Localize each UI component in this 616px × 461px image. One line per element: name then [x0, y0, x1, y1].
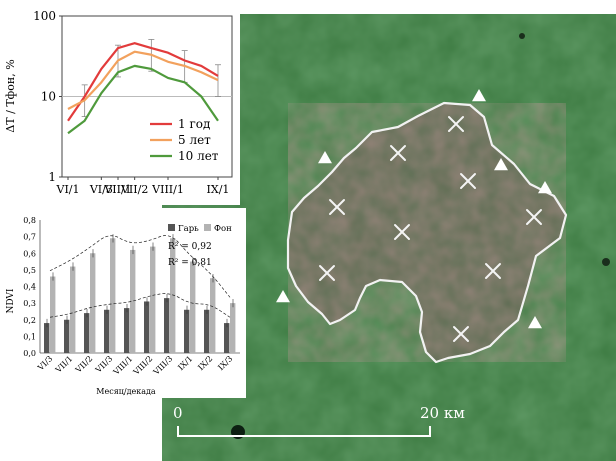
chart2-bar-burn	[164, 298, 170, 353]
chart2-bar-background	[230, 303, 236, 353]
chart1-y-axis-label: ΔT / Тфон, %	[4, 59, 17, 132]
chart2-annotation-r2-1: R² = 0,92	[168, 242, 212, 252]
chart2-y-axis-label: NDVI	[6, 288, 16, 313]
background-triangle-icon	[472, 89, 486, 102]
chart2-bar-burn	[44, 323, 50, 353]
sample-cross-icon	[394, 224, 410, 240]
chart2-y-tick-label: 0,6	[23, 249, 36, 258]
chart2-y-tick-label: 0,0	[23, 349, 36, 358]
sample-cross-icon	[485, 263, 501, 279]
chart1-legend-label: 1 год	[178, 117, 210, 131]
chart2-bar-burn	[224, 323, 230, 353]
background-triangle-icon	[276, 290, 290, 303]
chart1-x-tick-label: VIII/1	[151, 183, 184, 196]
background-triangle-icon	[494, 158, 508, 171]
chart2-bar-background	[50, 276, 56, 353]
background-triangle-icon	[528, 316, 542, 329]
chart2-trend-line-2	[49, 235, 231, 298]
chart1-x-tick-label: VII/1	[103, 183, 131, 196]
chart2-y-tick-label: 0,7	[23, 233, 36, 242]
chart2-bar-burn	[204, 309, 210, 353]
chart2-legend-swatch	[204, 224, 211, 231]
chart2-bar-background	[190, 261, 196, 353]
chart2-y-tick-label: 0,4	[23, 283, 36, 292]
sample-cross-icon	[448, 116, 464, 132]
chart2-bar-background	[130, 249, 136, 353]
chart1-series-line-2	[67, 50, 219, 110]
chart2-y-tick-label: 0,8	[23, 216, 36, 225]
scale-bar	[177, 426, 431, 437]
background-triangle-icon	[318, 151, 332, 164]
chart1-x-tick-label: VII/2	[120, 183, 148, 196]
chart1-x-tick-label: VI/1	[56, 183, 80, 196]
chart2-bar-burn	[64, 319, 70, 353]
chart1-background	[0, 0, 240, 205]
chart2-bar-background	[70, 266, 76, 353]
chart1-series-line-1	[67, 42, 219, 122]
chart2-bar-background	[90, 253, 96, 353]
sample-cross-icon	[329, 199, 345, 215]
chart1-x-tick-label: VI/3	[89, 183, 113, 196]
chart1-y-tick-label: 1	[48, 170, 56, 184]
chart2-bar-background	[110, 238, 116, 353]
chart2-y-tick-label: 0,1	[23, 332, 36, 341]
scale-end-label: 20 км	[420, 404, 465, 422]
chart1-x-tick-label: IX/1	[207, 183, 230, 196]
sample-cross-icon	[319, 265, 335, 281]
chart2-legend-swatch	[168, 224, 175, 231]
chart1-legend-label: 10 лет	[178, 149, 219, 163]
chart2-bar-background	[170, 238, 176, 353]
chart2-y-tick-label: 0,5	[23, 266, 36, 275]
chart2-bar-background	[150, 246, 156, 353]
chart2-legend-label: Гарь	[178, 224, 199, 234]
chart2-bar-background	[210, 278, 216, 353]
chart2-background	[0, 208, 246, 398]
chart1-series-line-3	[67, 64, 219, 135]
scale-start-label: 0	[173, 404, 183, 422]
chart1-y-tick-label: 10	[41, 90, 56, 104]
chart2-bar-burn	[144, 301, 150, 353]
burn-boundary	[286, 101, 568, 364]
chart2-y-tick-label: 0,3	[23, 299, 36, 308]
sample-cross-icon	[460, 173, 476, 189]
chart2-trend-line-1	[49, 293, 231, 318]
chart2-x-axis-label: Месяц/декада	[96, 387, 156, 396]
chart2-annotation-r2-2: R² = 0,81	[168, 258, 212, 268]
satellite-map: 0 20 км	[162, 14, 616, 461]
chart2-y-tick-label: 0,2	[23, 316, 36, 325]
sample-cross-icon	[390, 145, 406, 161]
water-spot	[519, 33, 525, 39]
chart1-legend-label: 5 лет	[178, 133, 211, 147]
chart2-bar-burn	[84, 313, 90, 353]
chart2-legend-label: Фон	[214, 224, 232, 234]
chart2-bar-burn	[184, 309, 190, 353]
sample-cross-icon	[526, 209, 542, 225]
ndvi-chart: 0,00,10,20,30,40,50,60,70,8 VI/3 VII/1 VII…	[0, 208, 246, 398]
chart2-bar-burn	[124, 308, 130, 353]
background-triangle-icon	[538, 181, 552, 194]
sample-cross-icon	[453, 326, 469, 342]
water-spot	[602, 258, 610, 266]
chart1-y-tick-label: 100	[33, 9, 56, 23]
chart2-bar-burn	[104, 309, 110, 353]
